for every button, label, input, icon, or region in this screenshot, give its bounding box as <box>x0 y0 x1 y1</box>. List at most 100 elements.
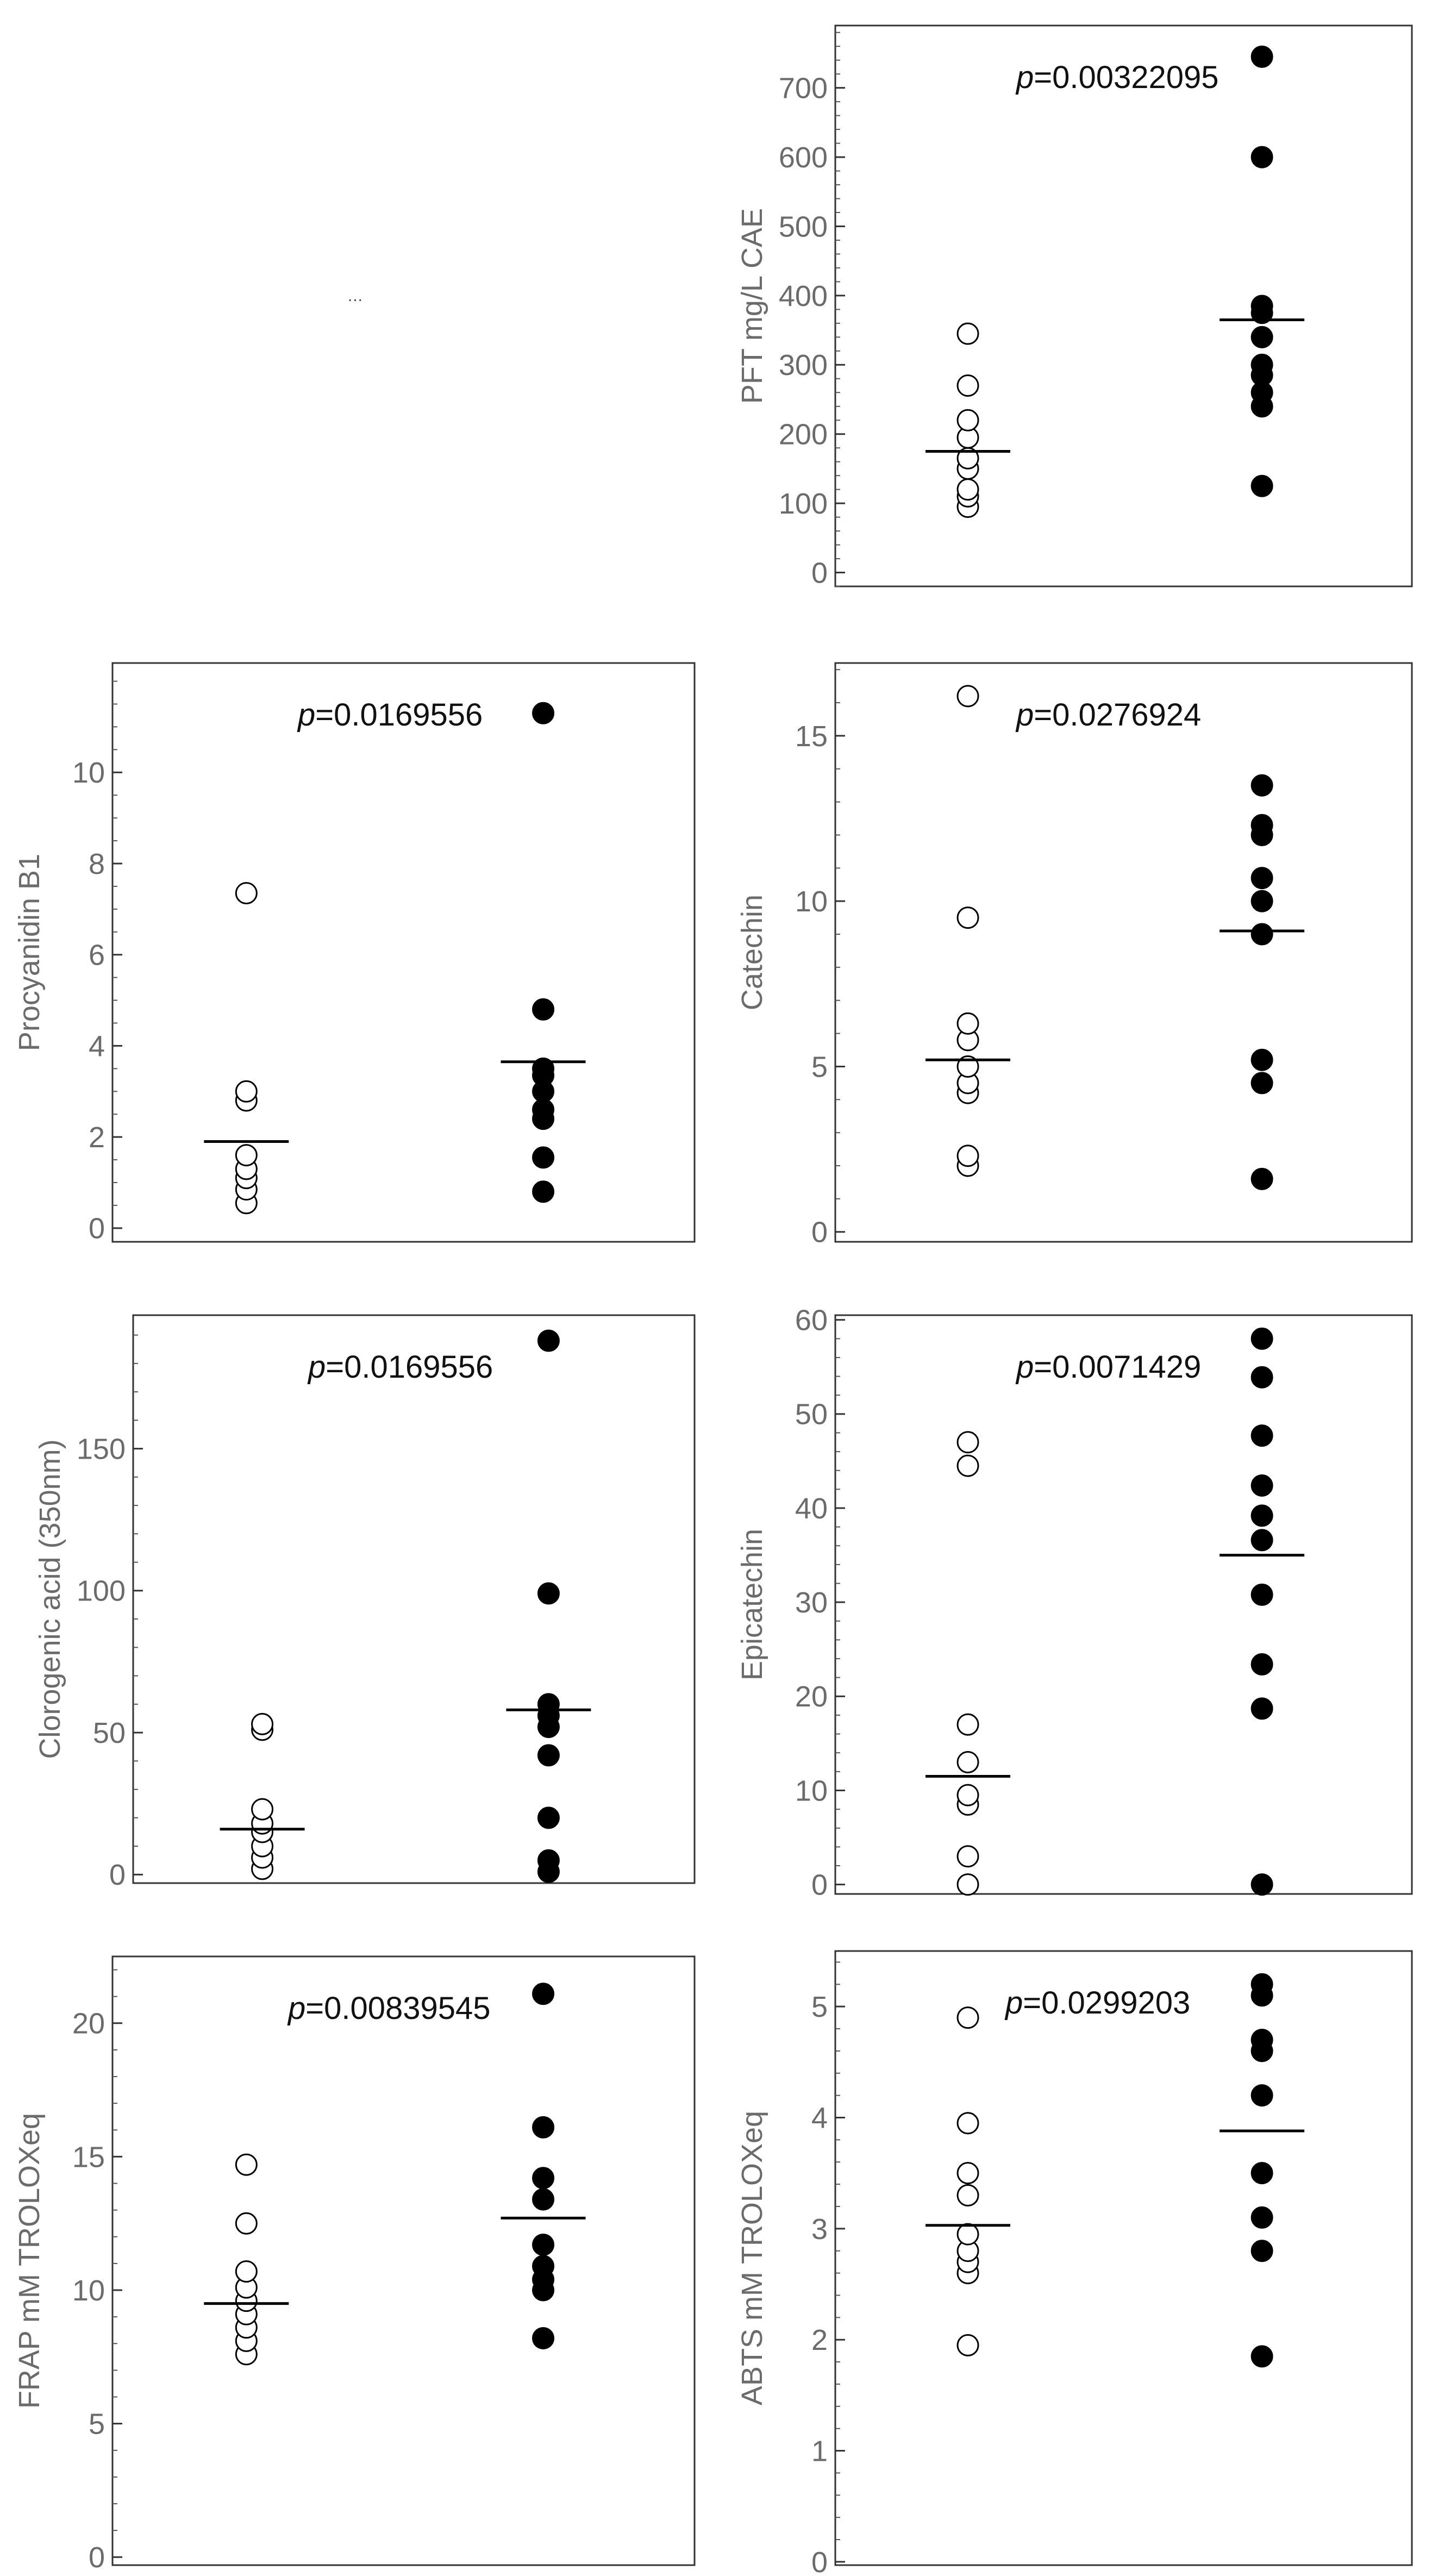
y-tick-label: 15 <box>72 2141 105 2173</box>
data-point-filled <box>532 1983 555 2005</box>
p-value-annotation: p=0.0169556 <box>297 697 483 733</box>
data-point-open <box>956 1012 979 1035</box>
data-point-open <box>956 374 979 397</box>
y-tick-label: 50 <box>795 1398 828 1431</box>
data-point-filled <box>1250 890 1273 912</box>
data-point-open <box>956 2006 979 2029</box>
y-axis-label: PFT mg/L CAE <box>736 208 768 404</box>
chart-panel-1: 0 100 200 300 400 500 600 700 PFT mg/L CAE p=0.00… <box>736 24 1413 589</box>
p-value-annotation: p=0.0169556 <box>307 1349 493 1385</box>
data-point-filled <box>537 1744 560 1767</box>
data-point-filled <box>1250 1583 1273 1606</box>
data-point-filled <box>532 1180 555 1203</box>
y-tick-label: 0 <box>811 1869 828 1902</box>
data-point-filled <box>532 1057 555 1080</box>
data-point-open <box>956 685 979 708</box>
y-tick-label: 6 <box>89 939 105 972</box>
data-point-filled <box>1250 1048 1273 1071</box>
y-tick-label: 4 <box>811 2102 828 2134</box>
y-tick-label: 0 <box>811 1216 828 1249</box>
data-point-filled <box>1250 353 1273 376</box>
data-point-filled <box>1250 295 1273 317</box>
data-point-filled <box>532 2255 555 2278</box>
y-tick-label: 0 <box>89 1212 105 1245</box>
data-point-open <box>956 322 979 345</box>
y-tick-label: 0 <box>811 557 828 589</box>
data-point-open <box>956 2112 979 2135</box>
y-axis-label: FRAP mM TROLOXeq <box>13 2113 46 2409</box>
y-axis-label: Clorogenic acid (350nm) <box>34 1439 66 1759</box>
y-tick-label: 300 <box>779 349 828 382</box>
data-point-filled <box>1250 1504 1273 1527</box>
data-point-open <box>956 1454 979 1477</box>
data-point-filled <box>1250 326 1273 348</box>
data-point-filled <box>537 1329 560 1352</box>
plot-frame <box>111 662 696 1243</box>
data-point-open <box>956 1751 979 1774</box>
y-tick-label: 2 <box>811 2324 828 2356</box>
data-point-filled <box>1250 2084 1273 2107</box>
data-point-open <box>956 2184 979 2207</box>
y-tick-label: 5 <box>89 2408 105 2441</box>
y-tick-label: 1 <box>811 2435 828 2467</box>
data-point-open <box>956 1713 979 1736</box>
data-point-filled <box>1250 1529 1273 1552</box>
y-tick-label: 10 <box>795 1774 828 1807</box>
data-point-filled <box>1250 774 1273 797</box>
y-tick-label: 60 <box>795 1304 828 1337</box>
data-point-open <box>235 881 258 904</box>
y-tick-label: 5 <box>811 1991 828 2023</box>
placeholder-text: ... <box>348 287 364 305</box>
data-point-filled <box>1250 1366 1273 1389</box>
data-point-filled <box>537 1849 560 1872</box>
data-point-filled <box>1250 1973 1273 1996</box>
data-point-filled <box>532 2188 555 2211</box>
y-tick-label: 40 <box>795 1492 828 1525</box>
data-point-filled <box>1250 1072 1273 1095</box>
data-point-open <box>956 1845 979 1868</box>
p-value-annotation: p=0.00839545 <box>287 1991 491 2026</box>
data-point-open <box>251 1798 274 1821</box>
data-point-open <box>956 1055 979 1078</box>
data-point-filled <box>532 998 555 1021</box>
y-tick-label: 100 <box>779 487 828 520</box>
p-value-annotation: p=0.0276924 <box>1015 697 1201 733</box>
data-point-open <box>956 478 979 501</box>
y-tick-label: 0 <box>89 2541 105 2573</box>
data-point-filled <box>1250 2206 1273 2229</box>
y-tick-label: 10 <box>72 2274 105 2307</box>
data-point-filled <box>532 2167 555 2190</box>
data-point-filled <box>537 1693 560 1716</box>
data-point-filled <box>532 1146 555 1169</box>
data-point-filled <box>1250 2162 1273 2185</box>
y-tick-label: 3 <box>811 2213 828 2246</box>
y-axis-label: ABTS mM TROLOXeq <box>736 2111 768 2405</box>
plot-frame <box>111 1955 696 2566</box>
data-point-filled <box>532 2327 555 2349</box>
y-tick-label: 15 <box>795 720 828 753</box>
data-point-open <box>956 2162 979 2185</box>
y-tick-label: 0 <box>811 2546 828 2573</box>
data-point-open <box>235 1144 258 1167</box>
data-point-filled <box>537 1582 560 1605</box>
y-tick-label: 10 <box>72 756 105 789</box>
data-point-open <box>235 2260 258 2283</box>
data-point-filled <box>1250 1653 1273 1675</box>
y-tick-label: 700 <box>779 72 828 105</box>
data-point-filled <box>1250 1697 1273 1720</box>
data-point-filled <box>1250 1474 1273 1497</box>
plot-frame <box>834 662 1413 1243</box>
data-point-filled <box>1250 814 1273 836</box>
data-point-open <box>235 1080 258 1103</box>
y-tick-label: 20 <box>795 1680 828 1713</box>
y-tick-label: 10 <box>795 885 828 918</box>
plot-frame <box>834 24 1413 587</box>
data-point-open <box>956 1784 979 1806</box>
data-point-open <box>956 409 979 432</box>
y-tick-label: 400 <box>779 280 828 312</box>
data-point-filled <box>532 702 555 724</box>
chart-panel-3: 0 5 10 15 Catechin p=0.0276924 <box>736 662 1413 1249</box>
data-point-filled <box>532 2116 555 2139</box>
data-point-filled <box>1250 2240 1273 2262</box>
y-tick-label: 2 <box>89 1121 105 1154</box>
